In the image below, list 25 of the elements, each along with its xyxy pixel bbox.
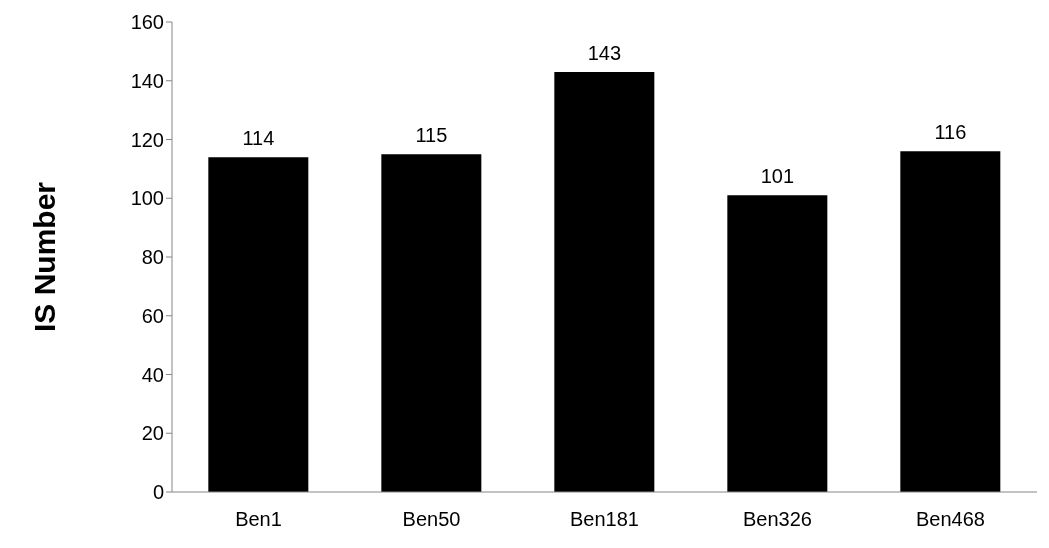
x-tick-label: Ben326	[743, 508, 812, 531]
bar	[727, 195, 828, 492]
bar	[381, 154, 482, 492]
y-tick-label: 40	[141, 363, 164, 386]
y-axis-title: IS Number	[27, 181, 61, 333]
y-tick-label: 120	[130, 128, 164, 151]
data-label: 114	[242, 127, 275, 150]
y-tick-label: 20	[141, 422, 164, 445]
y-tick-label: 60	[141, 304, 164, 327]
y-tick-label: 140	[130, 69, 164, 92]
x-tick-label: Ben468	[916, 508, 985, 531]
x-tick-label: Ben1	[235, 508, 282, 531]
bar	[554, 71, 655, 492]
x-tick-label: Ben181	[570, 508, 639, 531]
y-tick-label: 0	[152, 481, 164, 504]
bar	[208, 157, 309, 492]
data-label: 101	[760, 165, 795, 188]
data-label: 115	[415, 124, 448, 147]
bar	[900, 151, 1001, 492]
y-tick-label: 80	[141, 246, 164, 269]
data-label: 143	[587, 41, 622, 64]
x-tick-label: Ben50	[402, 508, 461, 531]
y-tick-label: 100	[130, 187, 164, 210]
data-label: 116	[934, 121, 967, 144]
y-tick-label: 160	[130, 11, 164, 34]
